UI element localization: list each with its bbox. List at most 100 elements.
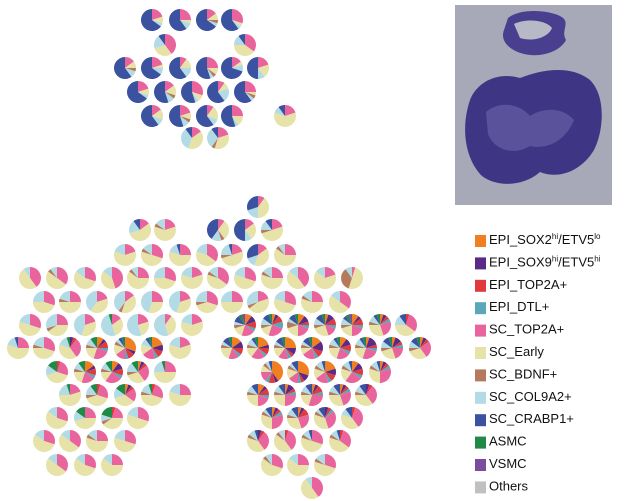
- pie-slice: [58, 434, 79, 453]
- pie-slice: [272, 372, 279, 383]
- pie-slice: [258, 386, 267, 395]
- pie-slice: [336, 430, 340, 441]
- pie-slice: [261, 221, 272, 230]
- pie-slice: [325, 314, 334, 325]
- pie-slice: [249, 298, 269, 313]
- pie-slice: [118, 302, 125, 313]
- pie: [127, 361, 150, 383]
- pie-slice: [366, 337, 377, 348]
- pie-slice: [88, 430, 97, 441]
- pie-slice: [112, 361, 119, 372]
- pie-slice: [138, 363, 147, 372]
- pie-slice: [409, 341, 420, 348]
- pie-slice: [103, 267, 112, 278]
- pie: [341, 314, 363, 336]
- pie-slice: [125, 291, 134, 302]
- pie-slice: [289, 454, 298, 465]
- pie-slice: [258, 344, 269, 348]
- pie-slice: [131, 361, 138, 372]
- pie-slice: [325, 314, 329, 325]
- pie-slice: [180, 291, 191, 302]
- pie-slice: [141, 384, 152, 395]
- pie-slice: [336, 348, 349, 359]
- pie-slice: [381, 348, 392, 352]
- pie: [274, 105, 296, 128]
- pie-slice: [274, 386, 285, 395]
- pie-slice: [274, 298, 296, 313]
- pie: [169, 291, 191, 313]
- pie: [114, 384, 136, 406]
- pie-slice: [101, 314, 116, 336]
- pie-slice: [141, 395, 163, 407]
- pie-slice: [355, 339, 366, 348]
- pie-slice: [138, 81, 149, 92]
- pie-slice: [294, 314, 298, 325]
- pie-slice: [154, 278, 176, 290]
- pie: [141, 57, 163, 80]
- pie: [74, 314, 97, 336]
- pie-slice: [148, 302, 163, 313]
- pie-slice: [152, 16, 163, 24]
- pie-slice: [181, 274, 203, 289]
- pie-slice: [261, 458, 283, 476]
- pie-slice: [207, 20, 218, 24]
- pie: [140, 337, 163, 359]
- pie-slice: [301, 348, 312, 355]
- pie-slice: [70, 339, 82, 357]
- pie-slice: [314, 461, 336, 476]
- pie: [101, 361, 124, 383]
- legend-label-part: /ETV5: [558, 255, 594, 270]
- pie-slice: [312, 348, 323, 357]
- pie-slice: [180, 337, 191, 348]
- legend: EPI_SOX2hi/ETV5loEPI_SOX9hi/ETV5hiEPI_TO…: [475, 232, 601, 494]
- pie-slice: [303, 430, 312, 441]
- pie-slice: [352, 267, 356, 278]
- pie: [287, 454, 309, 477]
- pie: [100, 407, 123, 429]
- pie: [246, 430, 270, 453]
- pie-slice: [329, 386, 340, 395]
- pie-slice: [97, 348, 108, 352]
- pie-slice: [362, 348, 377, 359]
- pie-slice: [103, 454, 112, 465]
- pie-slice: [352, 316, 361, 325]
- pie-slice: [314, 414, 329, 429]
- pie-slice: [272, 316, 283, 325]
- pie-slice: [85, 365, 96, 372]
- pie-slice: [258, 395, 269, 399]
- pie-slice: [33, 291, 44, 302]
- pie-slice: [18, 337, 29, 348]
- pie-slice: [298, 407, 302, 418]
- pie-slice: [85, 407, 96, 418]
- pie-slice: [258, 432, 270, 450]
- pie-slice: [258, 384, 265, 395]
- pie-slice: [273, 434, 292, 453]
- pie-slice: [105, 361, 112, 372]
- pie-slice: [127, 271, 149, 289]
- pie-slice: [312, 291, 323, 302]
- pie-slice: [97, 384, 108, 399]
- pie-slice: [169, 344, 192, 359]
- pie-slice: [59, 344, 77, 360]
- pie-slice: [232, 244, 243, 255]
- pie-slice: [355, 391, 366, 395]
- pie-slice: [366, 384, 370, 395]
- pie-slice: [245, 267, 257, 282]
- pie-slice: [180, 9, 191, 20]
- pie-slice: [261, 325, 272, 336]
- pie-slice: [314, 368, 325, 379]
- pie-slice: [61, 430, 70, 441]
- pie-slice: [276, 246, 285, 255]
- pie-slice: [392, 344, 403, 348]
- pie-slice: [329, 437, 349, 453]
- pie: [274, 337, 296, 359]
- pie: [381, 337, 403, 359]
- pie-slice: [352, 318, 363, 325]
- pie-slice: [258, 57, 269, 68]
- pie: [154, 267, 177, 290]
- pie-slice: [221, 251, 243, 266]
- pie: [206, 267, 230, 290]
- legend-label-part: EPI_DTL+: [489, 300, 549, 315]
- pie-slice: [285, 395, 296, 406]
- pie: [409, 337, 432, 360]
